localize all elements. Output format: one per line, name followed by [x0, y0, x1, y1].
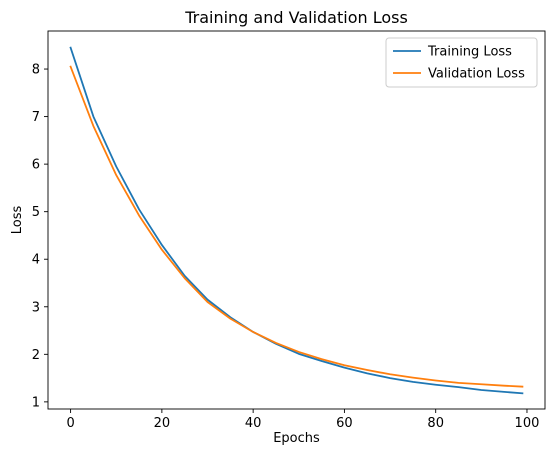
legend-box — [385, 37, 538, 88]
y-tick-label: 8 — [32, 63, 40, 78]
x-tick-label: 80 — [427, 416, 444, 431]
y-tick-label: 6 — [32, 158, 40, 173]
x-axis-ticks: 0 20 40 60 80 100 — [66, 409, 539, 431]
x-tick-label: 100 — [515, 416, 540, 431]
plot-area: 0 20 40 60 80 100 1 2 3 4 5 6 7 8 — [32, 30, 546, 431]
y-tick-label: 7 — [32, 110, 40, 125]
x-axis-label: Epochs — [273, 431, 320, 446]
y-tick-label: 4 — [32, 253, 40, 268]
x-tick-label: 20 — [154, 416, 171, 431]
legend-label-training: Training Loss — [427, 45, 512, 60]
y-axis-ticks: 1 2 3 4 5 6 7 8 — [32, 63, 48, 410]
y-tick-label: 2 — [32, 348, 40, 363]
chart-title: Training and Validation Loss — [184, 8, 408, 27]
validation-loss-line — [69, 65, 524, 388]
y-tick-label: 1 — [32, 395, 40, 410]
x-tick-label: 60 — [336, 416, 353, 431]
series-layer — [69, 46, 524, 395]
y-tick-label: 3 — [32, 300, 40, 315]
plot-frame — [47, 30, 546, 410]
x-tick-label: 0 — [66, 416, 74, 431]
training-loss-line — [69, 46, 524, 395]
legend-label-validation: Validation Loss — [428, 67, 525, 82]
y-axis-label: Loss — [10, 206, 25, 235]
y-tick-label: 5 — [32, 205, 40, 220]
legend: Training Loss Validation Loss — [385, 37, 538, 88]
x-tick-label: 40 — [245, 416, 262, 431]
